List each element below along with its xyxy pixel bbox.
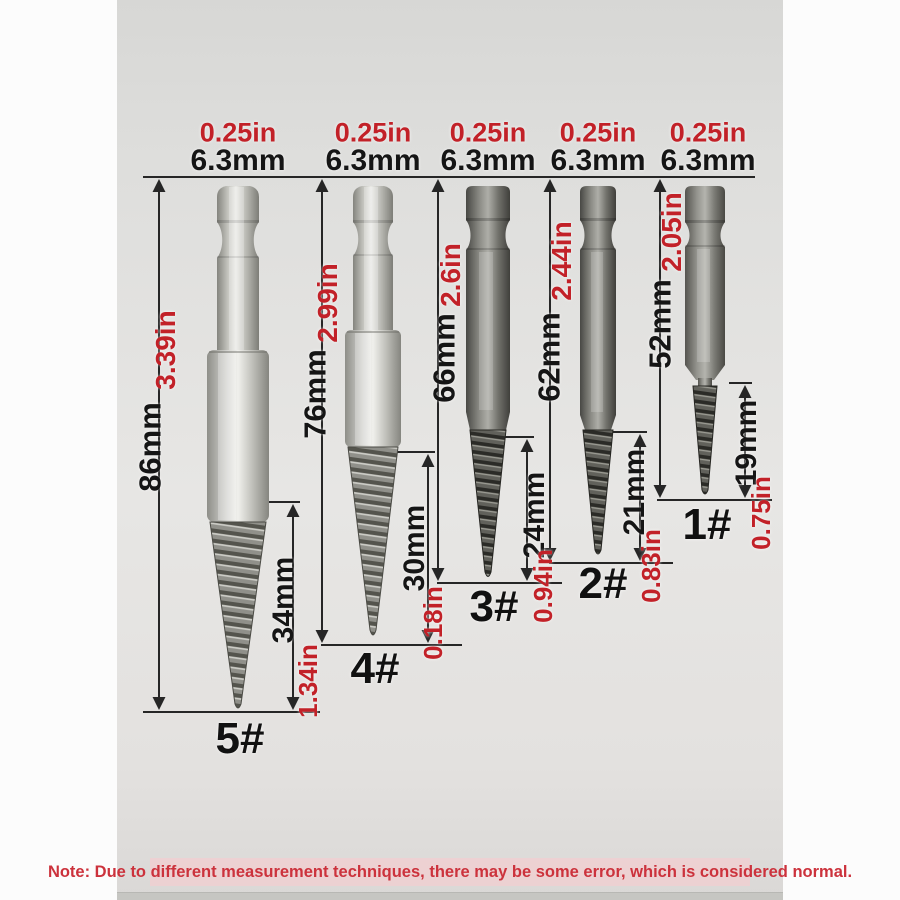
extractor-bit-4-graphic	[345, 186, 401, 636]
size-in-label: 0.25in	[334, 117, 412, 148]
thread-mm-label: 19mm	[730, 399, 763, 487]
total-in-label: 2.44in	[546, 221, 577, 301]
size-mm-label: 6.3mm	[325, 144, 421, 177]
thread-in-label: 0.94in	[528, 549, 558, 623]
size-in-label: 0.25in	[669, 117, 747, 148]
thread-mm-label: 24mm	[518, 471, 551, 559]
bit-number-label: 2#	[578, 559, 628, 608]
thread-in-label: 0.83in	[636, 529, 666, 603]
note-text: Note: Due to different measurement techn…	[47, 862, 853, 881]
size-in-label: 0.25in	[199, 117, 277, 148]
extractor-bit-2-graphic	[580, 186, 616, 555]
size-mm-label: 6.3mm	[440, 144, 536, 177]
total-mm-label: 86mm	[132, 402, 168, 492]
total-in-label: 2.05in	[656, 192, 687, 272]
total-in-label: 2.6in	[435, 243, 466, 307]
total-mm-label: 62mm	[531, 312, 567, 402]
bit-number-label: 3#	[469, 582, 519, 631]
extractor-bits-illustration	[143, 176, 772, 713]
size-mm-label: 6.3mm	[550, 144, 646, 177]
extractor-bit-5-graphic	[207, 186, 269, 709]
total-in-label: 3.39in	[150, 310, 181, 390]
note-highlight: Note: Due to different measurement techn…	[48, 858, 852, 886]
total-mm-label: 66mm	[426, 313, 462, 403]
total-mm-label: 76mm	[297, 349, 333, 439]
photo-bottom-edge	[117, 892, 783, 900]
size-mm-label: 6.3mm	[660, 144, 756, 177]
thread-mm-label: 30mm	[398, 504, 431, 592]
extractor-bit-3-graphic	[466, 186, 510, 577]
bit-number-label: 5#	[215, 714, 265, 763]
thread-mm-label: 21mm	[618, 448, 651, 536]
bit-number-label: 1#	[682, 500, 732, 549]
total-mm-label: 52mm	[642, 279, 678, 369]
bit-number-label: 4#	[350, 644, 400, 693]
thread-in-label: 0.75in	[746, 476, 776, 550]
total-in-label: 2.99in	[312, 263, 343, 343]
photo-area: 0.25in 6.3mm 0.25in 6.3mm 0.25in 6.3mm 0…	[48, 0, 852, 900]
extractor-bit-1-graphic	[685, 186, 725, 495]
thread-mm-label: 34mm	[267, 556, 300, 644]
thread-in-label: 1.34in	[293, 644, 323, 718]
size-in-label: 0.25in	[449, 117, 527, 148]
size-in-label: 0.25in	[559, 117, 637, 148]
size-mm-label: 6.3mm	[190, 144, 286, 177]
thread-in-label: 0.18in	[418, 586, 448, 660]
